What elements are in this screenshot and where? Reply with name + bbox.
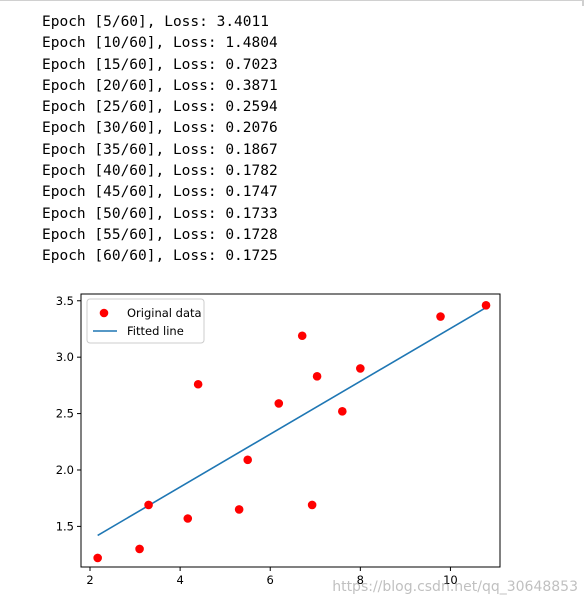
- data-point: [183, 514, 193, 523]
- log-line: Epoch [15/60], Loss: 0.7023: [42, 56, 278, 73]
- data-point: [297, 331, 307, 341]
- x-tick-label: 2: [86, 573, 93, 587]
- data-point: [274, 399, 284, 408]
- log-line: Epoch [35/60], Loss: 0.1867: [42, 141, 278, 158]
- log-line: Epoch [20/60], Loss: 0.3871: [42, 77, 278, 94]
- y-tick-label: 2.0: [56, 463, 74, 477]
- x-tick-label: 8: [357, 573, 364, 587]
- legend-box: [86, 298, 205, 344]
- log-line: Epoch [45/60], Loss: 0.1747: [42, 184, 278, 201]
- log-line: Epoch [5/60], Loss: 3.4011: [42, 14, 269, 30]
- y-tick-label: 1.5: [56, 519, 74, 533]
- legend-label: Original data: [127, 306, 202, 320]
- data-point: [338, 407, 347, 416]
- y-tick-label: 3.0: [56, 350, 74, 364]
- legend-marker: [99, 308, 109, 318]
- data-point: [307, 500, 317, 510]
- x-tick-label: 4: [176, 573, 183, 587]
- data-point: [356, 364, 365, 373]
- log-line: Epoch [30/60], Loss: 0.2076: [42, 120, 278, 137]
- data-point: [93, 553, 102, 563]
- legend-label: Fitted line: [127, 324, 184, 338]
- y-tick-label: 3.5: [56, 294, 74, 308]
- log-line: Epoch [60/60], Loss: 0.1725: [42, 248, 278, 265]
- y-tick-label: 2.5: [56, 407, 74, 421]
- log-line: Epoch [40/60], Loss: 0.1782: [42, 163, 278, 180]
- log-line: Epoch [55/60], Loss: 0.1728: [42, 226, 278, 243]
- data-point: [234, 505, 244, 514]
- training-log-output: Epoch [5/60], Loss: 3.4011 Epoch [10/60]…: [42, 12, 278, 268]
- log-line: Epoch [50/60], Loss: 0.1733: [42, 205, 278, 222]
- data-point: [135, 544, 144, 554]
- log-line: Epoch [25/60], Loss: 0.2594: [42, 99, 278, 116]
- data-point: [144, 500, 153, 510]
- data-point: [436, 312, 445, 321]
- x-tick-label: 6: [267, 573, 274, 587]
- notebook-cell-border: [0, 0, 584, 6]
- log-line: Epoch [10/60], Loss: 1.4804: [42, 35, 278, 52]
- data-point: [243, 455, 252, 465]
- x-tick-label: 10: [443, 573, 458, 587]
- scatter-chart: 2 4 6 8 10 1.5 2.0 2.5 3.0 3.5 Original data Fitted…: [56, 293, 501, 587]
- plot-output: 2 4 6 8 10 1.5 2.0 2.5 3.0 3.5 Original data Fitted…: [0, 280, 584, 605]
- cell-border-edge: [582, 1, 584, 6]
- data-point: [193, 379, 203, 389]
- fitted-line: [97, 306, 487, 537]
- data-point: [481, 300, 491, 310]
- watermark-text: https://blog.csdn.net/qq_30648853: [332, 579, 578, 595]
- axes-frame: [80, 293, 501, 568]
- data-point: [312, 372, 322, 381]
